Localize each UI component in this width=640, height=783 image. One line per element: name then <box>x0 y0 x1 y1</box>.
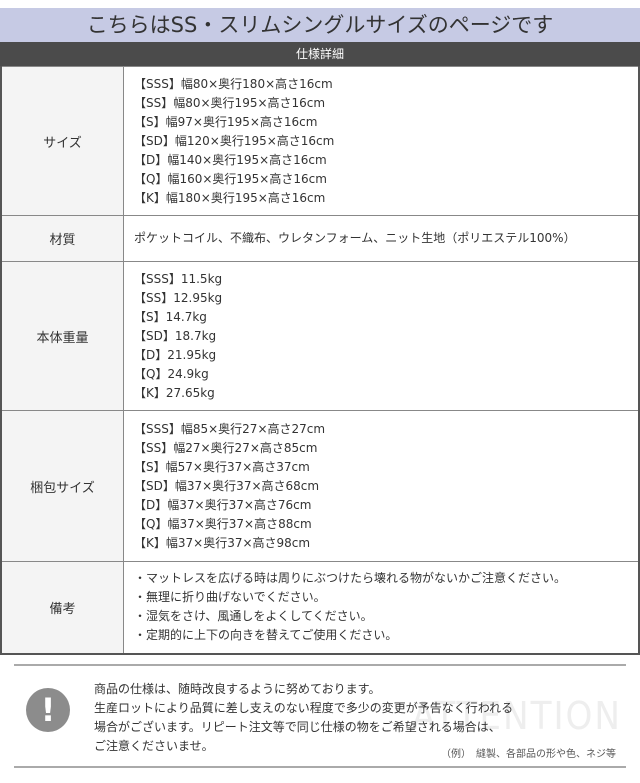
spec-line: 【D】幅37×奥行37×高さ76cm <box>134 497 312 512</box>
spec-line: 【S】幅97×奥行195×高さ16cm <box>134 114 318 129</box>
watermark: ATTENTION <box>411 694 622 738</box>
spec-line: 【SSS】11.5kg <box>134 271 223 286</box>
spec-line: 【K】27.65kg <box>134 385 215 400</box>
spec-label: 本体重量 <box>0 261 124 411</box>
page-title: こちらはSS・スリムシングルサイズのページです <box>0 8 640 42</box>
spec-line: ・マットレスを広げる時は周りにぶつけたら壊れる物がないかご注意ください。 <box>134 571 567 586</box>
spec-line: ・無理に折り曲げないでください。 <box>134 590 326 605</box>
spec-line: 【SS】12.95kg <box>134 290 223 305</box>
spec-line: 【D】幅140×奥行195×高さ16cm <box>134 152 327 167</box>
spec-line: 【SSS】幅85×奥行27×高さ27cm <box>134 421 326 436</box>
spec-line: 【SS】幅80×奥行195×高さ16cm <box>134 95 326 110</box>
spec-line: 【SSS】幅80×奥行180×高さ16cm <box>134 76 333 91</box>
notice-example: （例） 縫製、各部品の形や色、ネジ等 <box>441 749 616 760</box>
spec-line: 【SD】幅120×奥行195×高さ16cm <box>134 133 335 148</box>
spec-line: 【Q】24.9kg <box>134 366 209 381</box>
spec-line: 【S】14.7kg <box>134 309 207 324</box>
spec-header: 仕様詳細 <box>0 42 640 66</box>
spec-row: サイズ 【SSS】幅80×奥行180×高さ16cm 【SS】幅80×奥行195×高さ… <box>0 66 640 216</box>
spec-label: サイズ <box>0 66 124 216</box>
spec-value: 【SSS】幅85×奥行27×高さ27cm 【SS】幅27×奥行27×高さ85cm 【… <box>123 410 640 562</box>
spec-row: 梱包サイズ 【SSS】幅85×奥行27×高さ27cm 【SS】幅27×奥行27×高さ… <box>0 410 640 562</box>
notice-line: 商品の仕様は、随時改良するように努めております。 <box>94 682 381 696</box>
spec-line: 【SD】幅37×奥行37×高さ68cm <box>134 478 320 493</box>
spec-value: ポケットコイル、不織布、ウレタンフォーム、ニット生地（ポリエステル100%） <box>123 215 640 262</box>
spec-row: 材質 ポケットコイル、不織布、ウレタンフォーム、ニット生地（ポリエステル100%） <box>0 215 640 262</box>
spec-label: 材質 <box>0 215 124 262</box>
spec-row: 本体重量 【SSS】11.5kg 【SS】12.95kg 【S】14.7kg 【SD】1… <box>0 261 640 411</box>
exclamation-icon: ! <box>26 688 70 732</box>
notice-box: ! ATTENTION 商品の仕様は、随時改良するように努めております。 生産ロ… <box>14 664 626 768</box>
spec-label: 梱包サイズ <box>0 410 124 562</box>
notice-line: ご注意くださいませ。 <box>94 739 214 753</box>
spec-line: 【S】幅57×奥行37×高さ37cm <box>134 459 310 474</box>
spec-line: 【K】幅37×奥行37×高さ98cm <box>134 535 311 550</box>
notice-text: 商品の仕様は、随時改良するように努めております。 生産ロットにより品質に差し支え… <box>94 680 513 756</box>
spec-row: 備考 ・マットレスを広げる時は周りにぶつけたら壊れる物がないかご注意ください。 ・無… <box>0 561 640 654</box>
spec-label: 備考 <box>0 561 124 654</box>
spec-line: 【Q】幅160×奥行195×高さ16cm <box>134 171 327 186</box>
spec-value: 【SSS】11.5kg 【SS】12.95kg 【S】14.7kg 【SD】18.7k… <box>123 261 640 411</box>
notice-line: 場合がございます。リピート注文等で同じ仕様の物をご希望される場合は、 <box>94 720 501 734</box>
spec-line: ・湿気をさけ、風通しをよくしてください。 <box>134 609 373 624</box>
spec-line: 【SS】幅27×奥行27×高さ85cm <box>134 440 318 455</box>
spec-line: 【SD】18.7kg <box>134 328 217 343</box>
spec-value: 【SSS】幅80×奥行180×高さ16cm 【SS】幅80×奥行195×高さ16c… <box>123 66 640 216</box>
notice-line: 生産ロットにより品質に差し支えのない程度で多少の変更が予告なく行われる <box>94 701 514 715</box>
spec-line: ・定期的に上下の向きを替えてご使用ください。 <box>134 628 398 643</box>
spec-line: 【Q】幅37×奥行37×高さ88cm <box>134 516 312 531</box>
spec-line: ポケットコイル、不織布、ウレタンフォーム、ニット生地（ポリエステル100%） <box>134 231 576 245</box>
spec-value: ・マットレスを広げる時は周りにぶつけたら壊れる物がないかご注意ください。 ・無理に… <box>123 561 640 654</box>
spec-line: 【D】21.95kg <box>134 347 217 362</box>
spec-line: 【K】幅180×奥行195×高さ16cm <box>134 190 326 205</box>
spec-table: サイズ 【SSS】幅80×奥行180×高さ16cm 【SS】幅80×奥行195×高さ… <box>0 66 640 655</box>
